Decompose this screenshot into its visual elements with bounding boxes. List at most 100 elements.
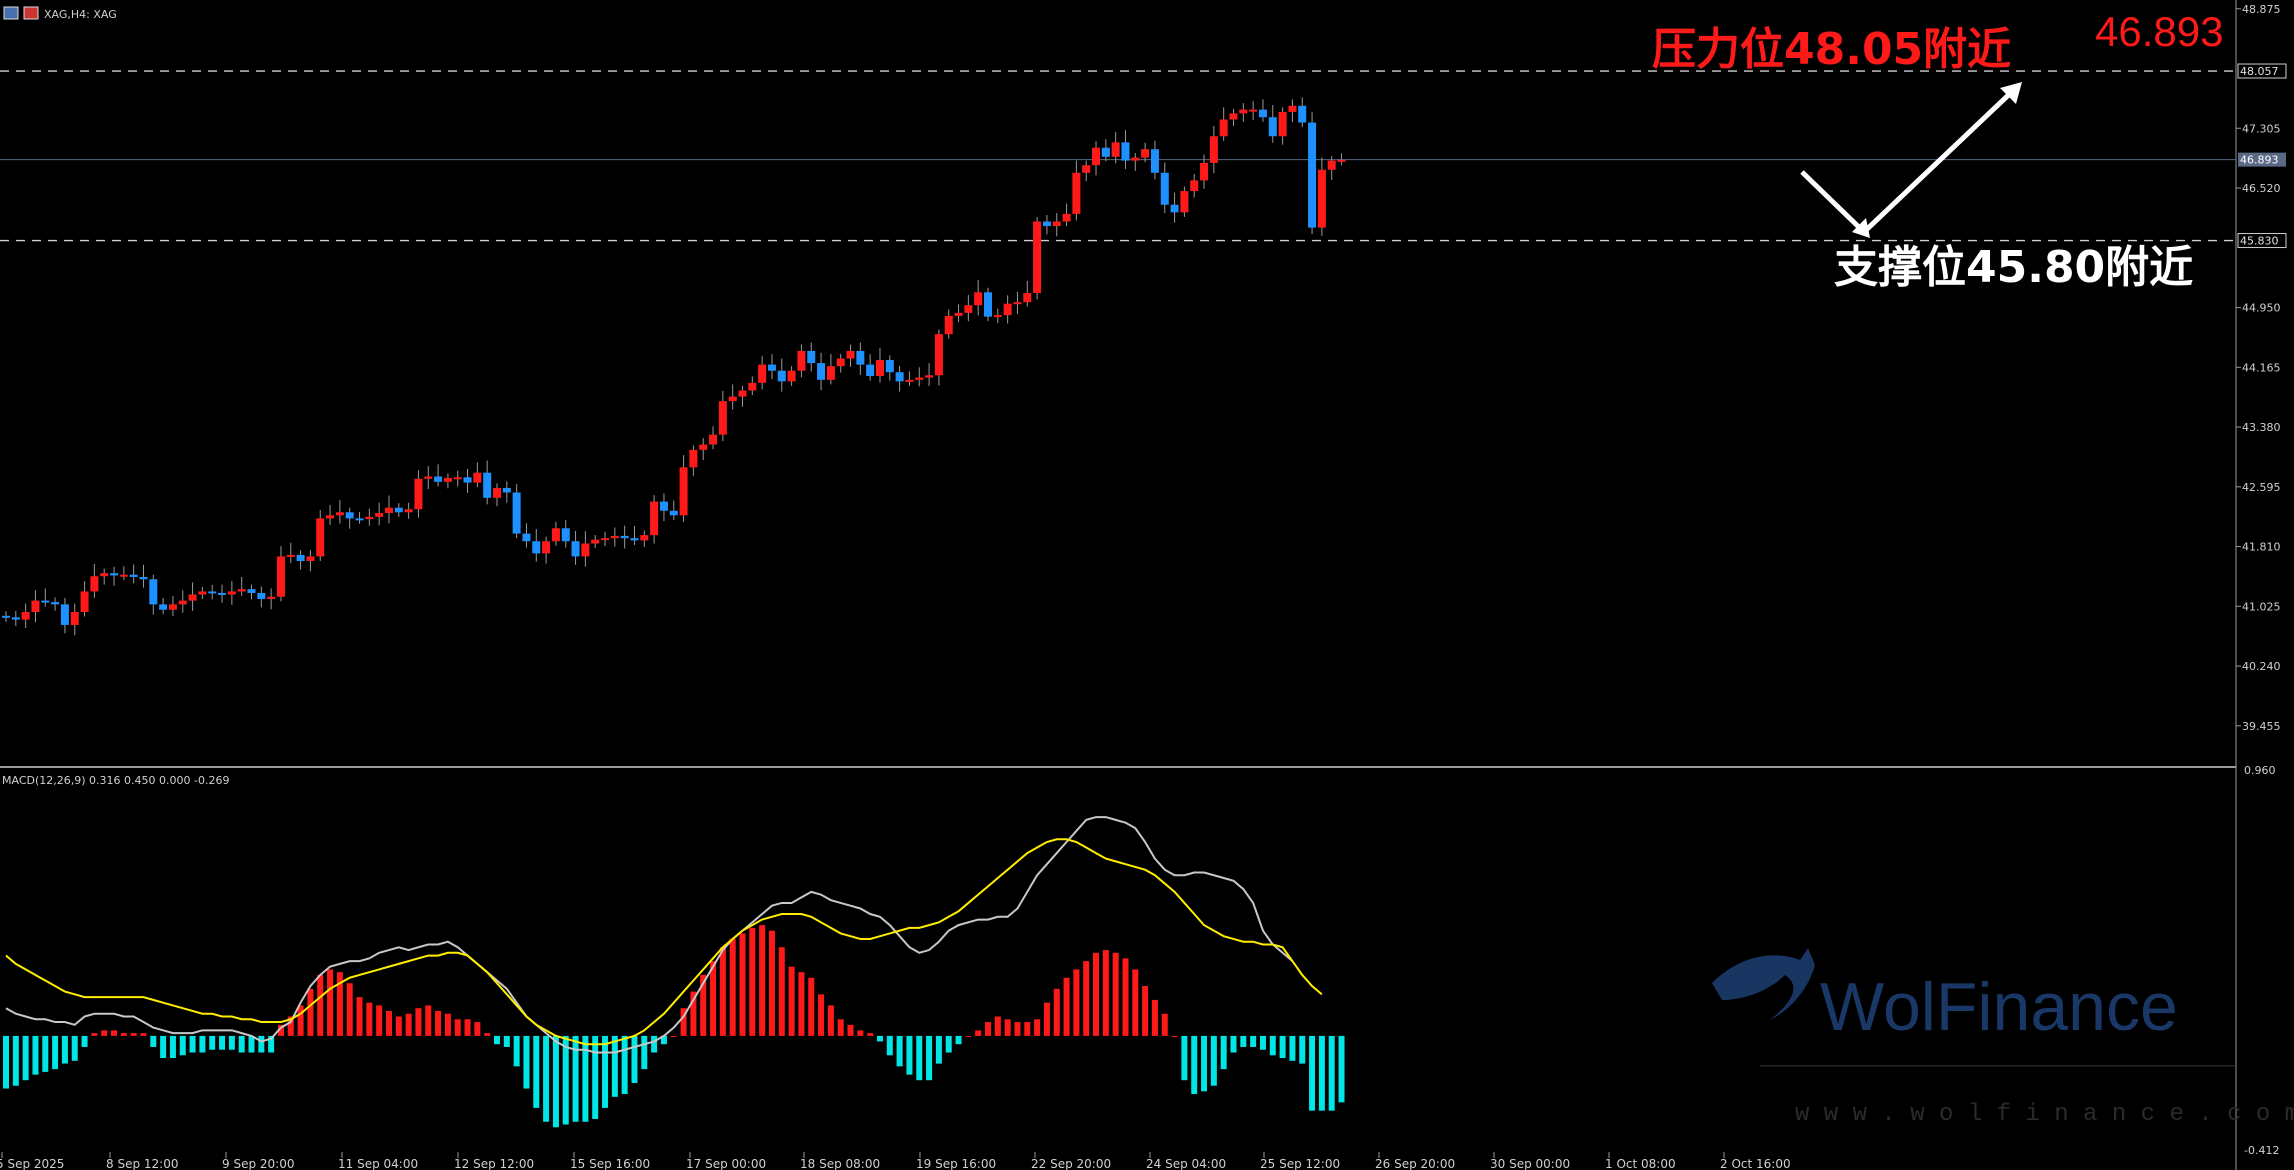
macd-bar: [238, 1035, 245, 1053]
candle-body: [1190, 180, 1199, 192]
macd-bar: [336, 972, 343, 1036]
macd-bar: [798, 972, 805, 1036]
macd-bar: [385, 1010, 392, 1036]
candle-body: [954, 312, 963, 316]
candle-body: [1092, 147, 1101, 166]
candle-body: [1013, 302, 1022, 305]
wolf-logo-icon: [1712, 948, 1815, 1020]
candle-body: [1170, 204, 1179, 213]
time-tick-label: 26 Sep 20:00: [1375, 1157, 1455, 1170]
resistance-annotation: 压力位48.05附近: [1652, 24, 2011, 75]
candle-body: [110, 573, 119, 576]
candle-body: [1160, 172, 1169, 205]
macd-bar: [562, 1035, 569, 1125]
macd-bar: [81, 1035, 88, 1047]
candle-body: [1150, 149, 1159, 173]
symbol-icon[interactable]: [3, 6, 19, 20]
macd-tick-label: 0.960: [2244, 764, 2276, 777]
macd-bar: [935, 1035, 942, 1064]
macd-header: MACD(12,26,9) 0.316 0.450 0.000 -0.269: [2, 774, 229, 787]
macd-bar: [543, 1035, 550, 1122]
candle-body: [178, 600, 187, 605]
macd-bar: [808, 977, 815, 1036]
candle-body: [119, 574, 128, 577]
candle-body: [532, 541, 541, 554]
candle-body: [1239, 109, 1248, 114]
candle-body: [522, 533, 531, 542]
panel-frame: [0, 0, 2237, 1170]
candle-body: [934, 334, 943, 376]
macd-bar: [876, 1035, 883, 1042]
candle-body: [31, 600, 40, 612]
macd-bar: [1122, 958, 1129, 1036]
candle-body: [1258, 109, 1267, 118]
price-tick-label: 43.380: [2242, 421, 2281, 434]
candle-body: [1337, 159, 1346, 162]
macd-bar: [228, 1035, 235, 1050]
candle-body: [1003, 303, 1012, 316]
time-tick-label: 19 Sep 16:00: [916, 1157, 996, 1170]
macd-bar: [52, 1035, 59, 1070]
candle-body: [394, 507, 403, 513]
arrow-head-up-icon: [2000, 82, 2022, 104]
price-tick-label: 44.950: [2242, 302, 2281, 315]
macd-bar: [592, 1035, 599, 1119]
macd-bar: [464, 1019, 471, 1036]
macd-bar: [1220, 1035, 1227, 1070]
candle-body: [1317, 169, 1326, 228]
macd-bar: [503, 1035, 510, 1047]
candle-body: [709, 434, 718, 445]
candle-body: [463, 477, 472, 483]
macd-bar: [533, 1035, 540, 1108]
candle-body: [1141, 149, 1150, 158]
symbol-label: XAG,H4: XAG: [44, 8, 117, 21]
macd-bar: [975, 1030, 982, 1036]
macd-bar: [1142, 986, 1149, 1036]
candle-body: [502, 487, 511, 493]
macd-bar: [729, 938, 736, 1036]
candle-body: [964, 305, 973, 313]
axis-price-tags: 48.057 46.893 45.830: [2237, 63, 2287, 249]
time-tick-label: 25 Sep 12:00: [1260, 1157, 1340, 1170]
macd-bar: [670, 1035, 677, 1037]
candle-body: [267, 596, 276, 600]
candle-body: [1062, 213, 1071, 222]
candle-body: [1101, 147, 1110, 157]
candle-body: [1278, 111, 1287, 137]
candle-body: [728, 396, 737, 402]
macd-bar: [160, 1035, 167, 1059]
candle-body: [139, 576, 148, 580]
macd-bar: [818, 994, 825, 1036]
macd-bar: [32, 1035, 39, 1075]
macd-bar: [837, 1019, 844, 1036]
macd-bar: [867, 1033, 874, 1036]
support-tag-box: [2237, 233, 2287, 249]
watermark-brand: WolFinance: [1820, 969, 2178, 1045]
macd-bar: [1318, 1035, 1325, 1111]
macd-bar: [307, 988, 314, 1036]
candle-body: [551, 528, 560, 542]
macd-bar: [523, 1035, 530, 1089]
candle-body: [11, 617, 20, 620]
candle-body: [60, 604, 69, 625]
macd-bar: [1250, 1035, 1257, 1047]
candle-body: [326, 515, 335, 519]
candle-body: [90, 576, 99, 592]
candle-body: [257, 592, 266, 600]
macd-bar: [1102, 950, 1109, 1036]
macd-bar: [710, 961, 717, 1036]
macd-bar: [621, 1035, 628, 1095]
chart-type-icon[interactable]: [23, 6, 39, 20]
macd-bar: [1161, 1013, 1168, 1036]
candle-body: [404, 509, 413, 513]
candle-body: [817, 363, 826, 380]
candle-body: [276, 556, 285, 597]
time-tick-label: 17 Sep 00:00: [686, 1157, 766, 1170]
macd-bar: [12, 1035, 19, 1086]
macd-bar: [258, 1035, 265, 1053]
candle-body: [856, 350, 865, 365]
macd-bar: [965, 1035, 972, 1037]
price-tick-label: 44.165: [2242, 361, 2281, 374]
candle-body: [218, 592, 227, 595]
